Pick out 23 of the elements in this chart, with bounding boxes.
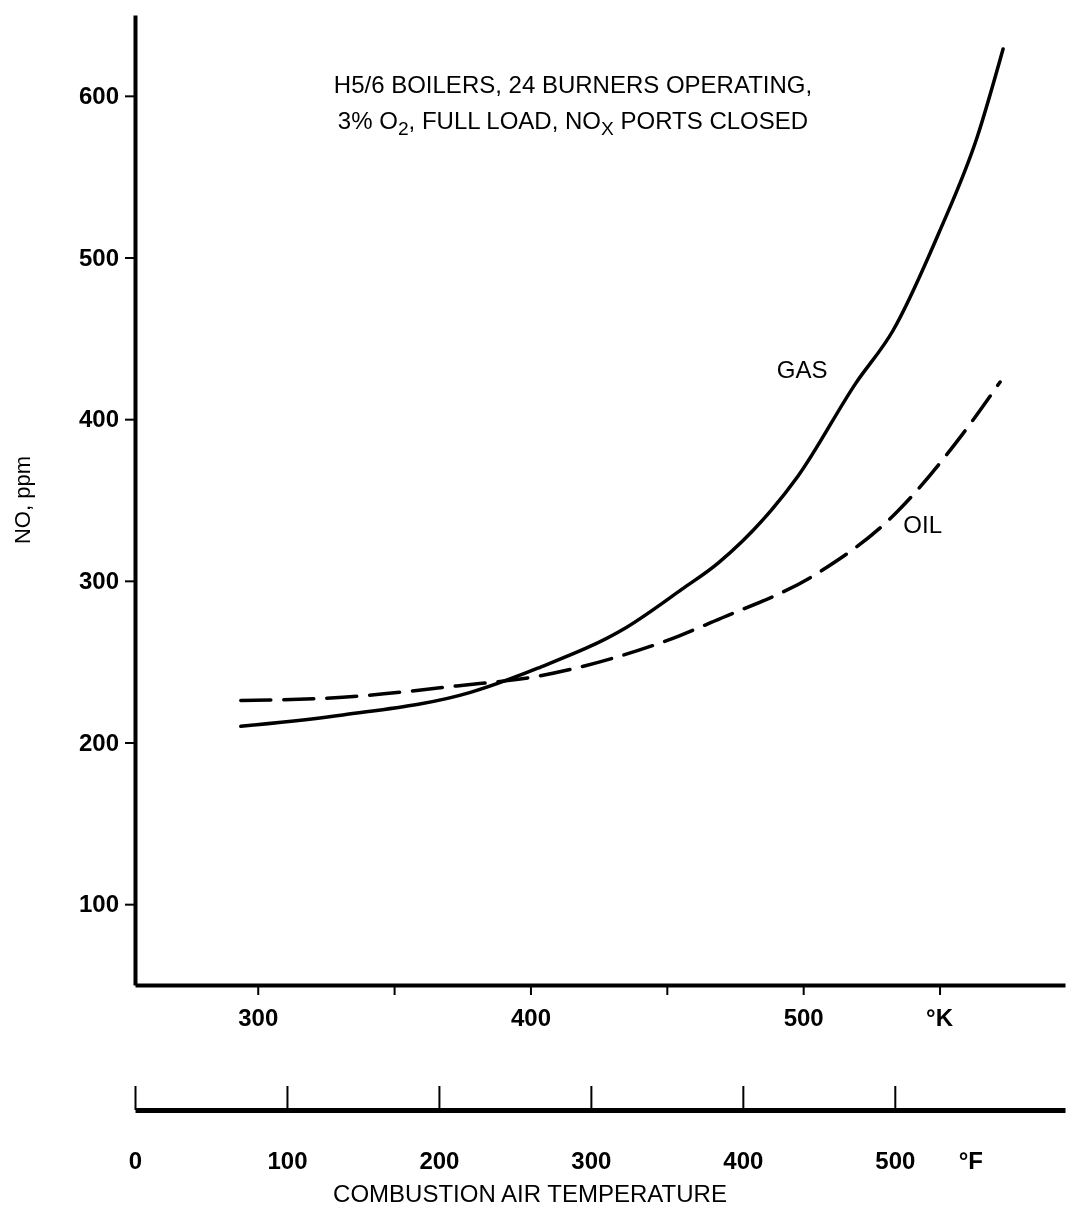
x2-tick-label: 300	[571, 1147, 612, 1175]
text: °F	[958, 1147, 983, 1175]
x2-tick-label: 400	[723, 1147, 764, 1175]
series-label: OIL	[903, 511, 943, 539]
x2-tick-label: 0	[128, 1147, 143, 1175]
y-tick-label: 100	[78, 890, 119, 918]
y-tick-label: 500	[78, 243, 119, 271]
x-tick-label: 400	[510, 1004, 551, 1032]
text: H5/6 BOILERS, 24 BURNERS OPERATING, 3% O$_{2}$, FULL LOAD, NO$_{X}$ PORTS CLOSED	[333, 71, 813, 139]
x2-tick-label: 500	[875, 1147, 916, 1175]
y-axis-title: NO, ppm	[10, 455, 35, 545]
x-tick-label: 500	[783, 1004, 824, 1032]
y-tick-label: 400	[78, 405, 119, 433]
y-tick-label: 200	[78, 728, 119, 756]
text: °K	[926, 1004, 954, 1032]
x-axis-title: COMBUSTION AIR TEMPERATURE	[333, 1180, 727, 1207]
line-series	[239, 47, 1005, 729]
y-tick-label: 300	[78, 567, 119, 595]
series-label: GAS	[776, 355, 828, 383]
x2-tick-label: 100	[267, 1147, 308, 1175]
x-tick-label: 300	[238, 1004, 279, 1032]
y-tick-label: 600	[78, 82, 119, 110]
x2-tick-label: 200	[419, 1147, 460, 1175]
